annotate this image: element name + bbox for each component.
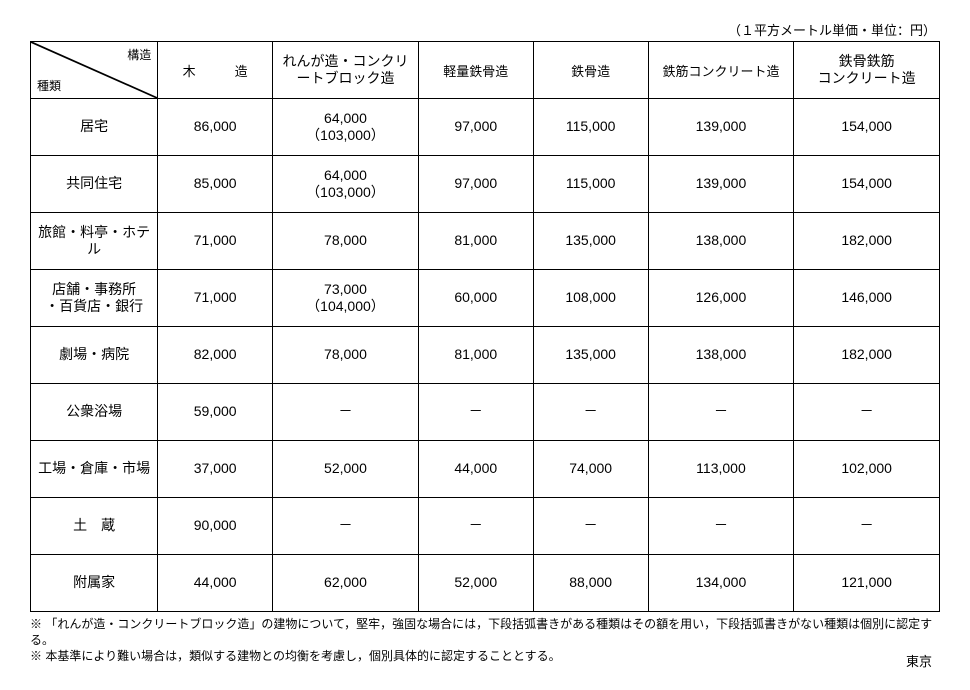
- col-header: 木 造: [158, 42, 273, 99]
- row-label: 劇場・病院: [31, 327, 158, 384]
- cell: 59,000: [158, 384, 273, 441]
- cell: 182,000: [794, 327, 940, 384]
- cell: 64,000（103,000）: [273, 156, 419, 213]
- cell: 126,000: [648, 270, 794, 327]
- table-header-row: 構造 種類 木 造 れんが造・コンクリートブロック造 軽量鉄骨造 鉄骨造 鉄筋コ…: [31, 42, 940, 99]
- cell: 146,000: [794, 270, 940, 327]
- cell: 113,000: [648, 441, 794, 498]
- cell: 139,000: [648, 99, 794, 156]
- cell: －: [794, 498, 940, 555]
- cell: 154,000: [794, 99, 940, 156]
- table-row: 附属家 44,000 62,000 52,000 88,000 134,000 …: [31, 555, 940, 612]
- cell: 88,000: [533, 555, 648, 612]
- cell: 121,000: [794, 555, 940, 612]
- cell: 135,000: [533, 213, 648, 270]
- table-row: 旅館・料亭・ホテル 71,000 78,000 81,000 135,000 1…: [31, 213, 940, 270]
- row-label: 土 蔵: [31, 498, 158, 555]
- cell: 97,000: [418, 99, 533, 156]
- cell: 115,000: [533, 156, 648, 213]
- cell: －: [533, 498, 648, 555]
- corner-cell: 構造 種類: [31, 42, 158, 99]
- table-row: 工場・倉庫・市場 37,000 52,000 44,000 74,000 113…: [31, 441, 940, 498]
- row-label: 居宅: [31, 99, 158, 156]
- cell: －: [418, 498, 533, 555]
- row-label: 公衆浴場: [31, 384, 158, 441]
- cell: －: [418, 384, 533, 441]
- cell: 52,000: [418, 555, 533, 612]
- cell: 138,000: [648, 213, 794, 270]
- cell: 81,000: [418, 327, 533, 384]
- cell: 86,000: [158, 99, 273, 156]
- cell: 139,000: [648, 156, 794, 213]
- cell: 71,000: [158, 270, 273, 327]
- cell: －: [273, 498, 419, 555]
- cell: 52,000: [273, 441, 419, 498]
- cell: 60,000: [418, 270, 533, 327]
- cell: 78,000: [273, 213, 419, 270]
- row-label: 工場・倉庫・市場: [31, 441, 158, 498]
- col-header: 鉄骨造: [533, 42, 648, 99]
- cell: 81,000: [418, 213, 533, 270]
- table-body: 居宅 86,000 64,000（103,000） 97,000 115,000…: [31, 99, 940, 612]
- cell: 44,000: [418, 441, 533, 498]
- cell: 82,000: [158, 327, 273, 384]
- unit-note: （１平方メートル単価・単位：円）: [30, 20, 940, 39]
- cell: 62,000: [273, 555, 419, 612]
- cell: 78,000: [273, 327, 419, 384]
- cell: －: [648, 384, 794, 441]
- cell: －: [533, 384, 648, 441]
- cell: 73,000（104,000）: [273, 270, 419, 327]
- cell: 134,000: [648, 555, 794, 612]
- table-row: 店舗・事務所・百貨店・銀行 71,000 73,000（104,000） 60,…: [31, 270, 940, 327]
- corner-bottom-label: 種類: [37, 77, 61, 94]
- table-row: 土 蔵 90,000 － － － － －: [31, 498, 940, 555]
- cell: 90,000: [158, 498, 273, 555]
- cell: 97,000: [418, 156, 533, 213]
- cell: 74,000: [533, 441, 648, 498]
- table-row: 劇場・病院 82,000 78,000 81,000 135,000 138,0…: [31, 327, 940, 384]
- row-label: 旅館・料亭・ホテル: [31, 213, 158, 270]
- table-row: 居宅 86,000 64,000（103,000） 97,000 115,000…: [31, 99, 940, 156]
- cell: －: [794, 384, 940, 441]
- cell: 108,000: [533, 270, 648, 327]
- cell: 154,000: [794, 156, 940, 213]
- cell: 182,000: [794, 213, 940, 270]
- row-label: 附属家: [31, 555, 158, 612]
- row-label: 店舗・事務所・百貨店・銀行: [31, 270, 158, 327]
- col-header: 鉄筋コンクリート造: [648, 42, 794, 99]
- cell: 44,000: [158, 555, 273, 612]
- price-table: 構造 種類 木 造 れんが造・コンクリートブロック造 軽量鉄骨造 鉄骨造 鉄筋コ…: [30, 41, 940, 612]
- cell: 71,000: [158, 213, 273, 270]
- cell: 138,000: [648, 327, 794, 384]
- cell: 115,000: [533, 99, 648, 156]
- corner-top-label: 構造: [127, 46, 151, 63]
- col-header: 軽量鉄骨造: [418, 42, 533, 99]
- cell: 37,000: [158, 441, 273, 498]
- table-row: 公衆浴場 59,000 － － － － －: [31, 384, 940, 441]
- row-label: 共同住宅: [31, 156, 158, 213]
- cell: 135,000: [533, 327, 648, 384]
- cell: 85,000: [158, 156, 273, 213]
- cell: －: [648, 498, 794, 555]
- cell: －: [273, 384, 419, 441]
- col-header: 鉄骨鉄筋コンクリート造: [794, 42, 940, 99]
- footnote-1: ※ 「れんが造・コンクリートブロック造」の建物について，堅牢，強固な場合には，下…: [30, 616, 940, 648]
- cell: 64,000（103,000）: [273, 99, 419, 156]
- table-row: 共同住宅 85,000 64,000（103,000） 97,000 115,0…: [31, 156, 940, 213]
- cell: 102,000: [794, 441, 940, 498]
- col-header: れんが造・コンクリートブロック造: [273, 42, 419, 99]
